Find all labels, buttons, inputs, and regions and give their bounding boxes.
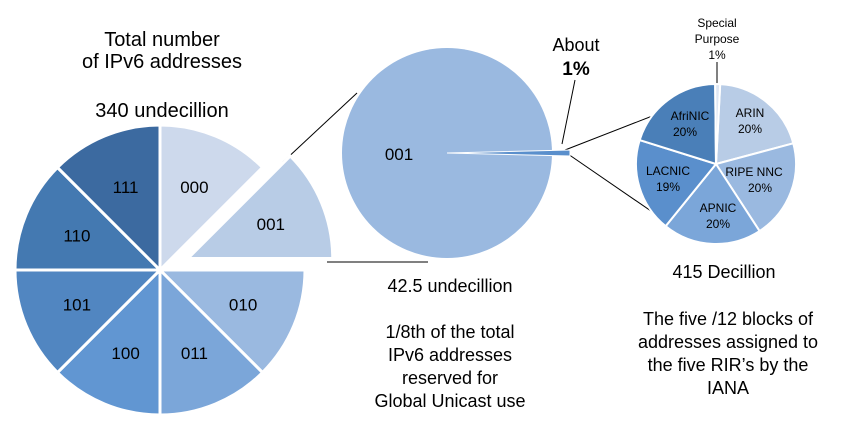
- small-pie-pct-afrinic: 20%: [673, 125, 697, 139]
- big-pie-slice-label-001: 001: [257, 215, 285, 234]
- small-pie-pct-apnic: 20%: [706, 217, 730, 231]
- total-addresses-pie: 000 001 010 011 100 101 110 111: [13, 123, 335, 417]
- mid-pie-label: 001: [385, 145, 413, 164]
- small-pie-slice-ripe-nnc: [714, 142, 797, 233]
- small-pie-label-afrinic: AfriNIC: [671, 109, 710, 123]
- big-pie-slice-label-010: 010: [229, 295, 257, 314]
- small-pie-slice-afrinic: [638, 82, 718, 166]
- big-pie-slice-010: [156, 268, 307, 375]
- mid-pie-amount: 42.5 undecillion: [387, 276, 512, 296]
- special-purpose-line1: Special: [697, 16, 736, 30]
- mid-pie-one-percent-wedge: [446, 149, 571, 157]
- big-pie-slice-100: [55, 266, 162, 417]
- global-unicast-pie: [342, 48, 571, 258]
- big-pie-total: 340 undecillion: [95, 100, 228, 122]
- small-note-line3: the five RIR’s by the: [648, 355, 809, 375]
- small-pie-slice-lacnic: [635, 138, 718, 228]
- big-pie-slice-label-111: 111: [113, 178, 139, 197]
- big-pie-slice-label-101: 101: [63, 295, 91, 314]
- small-pie-label-ripe-nnc: RIPE NNC: [725, 165, 783, 179]
- big-pie-slice-101: [13, 268, 164, 375]
- big-pie-slice-111: [55, 123, 162, 274]
- special-purpose-line3: 1%: [708, 48, 726, 62]
- connector-big-to-mid-top: [282, 92, 358, 163]
- small-pie-pct-arin: 20%: [738, 122, 762, 136]
- about-label-line2: 1%: [562, 59, 590, 80]
- small-pie-label-apnic: APNIC: [700, 201, 737, 215]
- big-pie-slice-label-100: 100: [111, 344, 139, 363]
- big-pie-slice-label-110: 110: [63, 227, 90, 246]
- small-note-line4: IANA: [707, 378, 749, 398]
- small-pie-label-arin: ARIN: [736, 106, 765, 120]
- big-pie-slice-000: [158, 123, 265, 274]
- small-pie-label-lacnic: LACNIC: [646, 164, 690, 178]
- big-pie-title-line2: of IPv6 addresses: [82, 51, 242, 73]
- big-pie-slice-label-011: 011: [181, 344, 208, 363]
- special-purpose-line2: Purpose: [695, 32, 740, 46]
- mid-note-line4: Global Unicast use: [374, 391, 525, 411]
- connector-mid-to-small-top: [564, 112, 661, 151]
- small-note-line2: addresses assigned to: [638, 332, 818, 352]
- big-pie-title-line1: Total number: [104, 29, 220, 51]
- big-pie-slice-110: [13, 165, 164, 272]
- small-pie-slice-arin: [714, 83, 795, 166]
- small-pie-pct-ripe-nnc: 20%: [748, 181, 772, 195]
- rir-allocation-pie: ARIN 20% RIPE NNC 20% APNIC 20% LACNIC 19% AfriN…: [635, 82, 797, 245]
- about-label-line1: About: [552, 35, 599, 55]
- big-pie-slice-label-000: 000: [180, 178, 208, 197]
- big-pie-slice-011: [158, 266, 265, 417]
- small-pie-amount: 415 Decillion: [672, 262, 775, 282]
- mid-note-line3: reserved for: [402, 368, 498, 388]
- mid-note-line2: IPv6 addresses: [388, 345, 512, 365]
- about-pointer-line: [561, 79, 576, 145]
- mid-note-line1: 1/8th of the total: [385, 322, 514, 342]
- big-pie-slice-001: [184, 153, 335, 261]
- small-note-line1: The five /12 blocks of: [643, 309, 814, 329]
- small-pie-pct-lacnic: 19%: [656, 180, 680, 194]
- small-pie-slice-special-purpose: [714, 82, 722, 165]
- small-pie-slice-apnic: [664, 162, 761, 245]
